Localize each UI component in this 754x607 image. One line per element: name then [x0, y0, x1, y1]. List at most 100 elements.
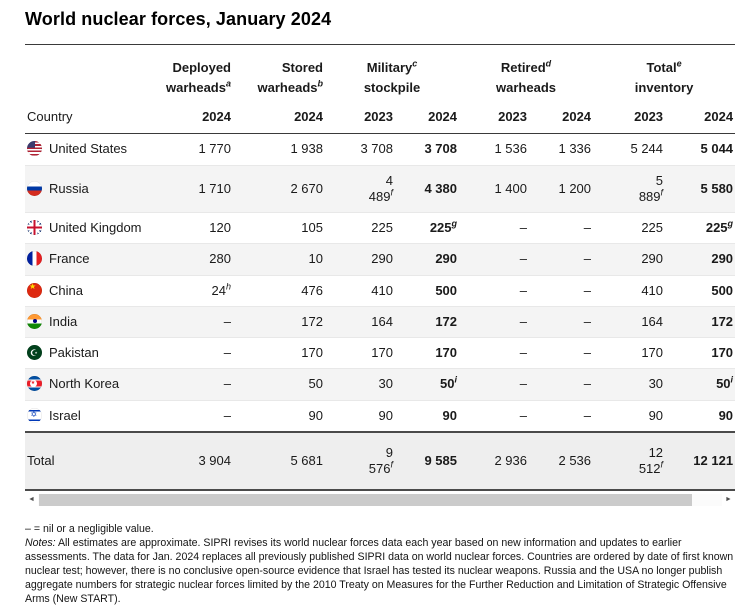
year-column-header: 2024: [202, 109, 231, 125]
scrollbar-thumb[interactable]: [39, 493, 693, 506]
value-cell: 4 489f: [368, 172, 393, 204]
scrollbar-track[interactable]: [38, 493, 722, 506]
column-group-header: Totale inventory: [634, 59, 694, 95]
value-cell: 90: [442, 407, 458, 423]
value-cell: –: [583, 251, 592, 267]
value-cell: 225: [641, 220, 664, 236]
country-name: Israel: [49, 407, 81, 423]
nuclear-forces-table-container: Deployed warheadsa Stored warheadsb Military…: [25, 44, 736, 507]
table-row: United States 1 770 1 938 3 708 3 708 1 536 1 …: [25, 134, 735, 165]
horizontal-scrollbar[interactable]: ◄ ►: [25, 492, 735, 507]
table-row: Russia 1 710 2 670 4 489f 4 380 1 400 1 200 5 889…: [25, 165, 736, 213]
flag-gb-icon: [27, 220, 42, 236]
corner-cell: [25, 45, 147, 97]
country-name: Pakistan: [49, 345, 99, 361]
value-cell: 5 889f: [638, 172, 664, 204]
flag-pk-icon: [27, 345, 42, 361]
scroll-left-arrow-icon[interactable]: ◄: [28, 496, 35, 504]
table-row: India – 172 164 172 – – 164 172: [25, 306, 736, 338]
value-cell: –: [583, 345, 592, 361]
value-cell: 3 708: [360, 141, 393, 157]
value-cell: 1 710: [198, 180, 231, 196]
country-cell: China: [25, 275, 147, 306]
value-cell: –: [519, 251, 528, 267]
value-cell: –: [519, 345, 528, 361]
value-cell: 225g: [705, 218, 734, 236]
value-cell: 164: [641, 313, 664, 329]
value-cell: 50: [308, 376, 323, 392]
country-name: China: [49, 282, 83, 298]
notes-text: All estimates are approximate. SIPRI rev…: [25, 537, 734, 606]
value-cell: 1 770: [198, 141, 231, 157]
value-cell: 1 200: [558, 180, 592, 196]
value-cell: 90: [648, 407, 664, 423]
flag-kp-icon: [27, 376, 42, 392]
table-row: United Kingdom 120 105 225 225g – – 225 225g: [25, 212, 736, 244]
total-value-cell: 9 585: [424, 453, 458, 469]
value-cell: –: [519, 313, 528, 329]
flag-il-icon: [27, 407, 42, 423]
year-column-header: 2024: [704, 109, 734, 125]
value-cell: –: [583, 282, 592, 298]
column-group-header: Stored warheadsb: [257, 60, 323, 95]
nil-note: – = nil or a negligible value.: [25, 523, 154, 536]
table-row: China 24h 476 410 500 – – 410 500: [25, 275, 736, 306]
scroll-right-arrow-icon[interactable]: ►: [725, 496, 732, 504]
country-column-header: Country: [27, 109, 73, 125]
value-cell: 172: [301, 313, 323, 329]
value-cell: 24h: [211, 281, 231, 298]
column-group-header: Retiredd warheads: [496, 59, 557, 95]
value-cell: –: [223, 313, 231, 329]
value-cell: –: [583, 313, 592, 329]
value-cell: 90: [718, 407, 734, 423]
country-name: Russia: [49, 180, 89, 196]
flag-fr-icon: [27, 251, 42, 267]
value-cell: 410: [641, 282, 664, 298]
value-cell: 170: [301, 345, 323, 361]
country-name: North Korea: [49, 376, 120, 392]
value-cell: 225g: [429, 218, 458, 236]
value-cell: –: [519, 407, 528, 423]
table-row: France 280 10 290 290 – – 290 290: [25, 243, 736, 276]
value-cell: –: [583, 376, 592, 392]
value-cell: 90: [378, 407, 393, 423]
value-cell: 500: [435, 282, 458, 298]
country-name: India: [49, 313, 78, 329]
value-cell: 290: [641, 251, 664, 267]
total-value-cell: 3 904: [198, 453, 231, 469]
value-cell: 280: [209, 251, 231, 267]
country-name: United Kingdom: [49, 220, 142, 236]
table-row: Israel – 90 90 90 – – 90 90: [25, 400, 736, 432]
flag-us-icon: [27, 141, 42, 157]
page-title: World nuclear forces, January 2024: [25, 9, 332, 29]
total-value-cell: 2 936: [494, 453, 528, 469]
value-cell: –: [223, 376, 231, 392]
value-cell: –: [583, 220, 592, 236]
country-cell: Russia: [25, 165, 147, 213]
year-column-header: 2024: [428, 109, 458, 125]
country-cell: India: [25, 306, 147, 337]
column-group-header: Deployed warheadsa: [166, 60, 231, 95]
value-cell: 225: [371, 220, 393, 236]
value-cell: 1 400: [494, 180, 528, 196]
year-column-header: 2023: [634, 109, 664, 125]
year-column-header: 2023: [364, 109, 393, 125]
year-column-header: 2024: [294, 109, 323, 125]
flag-in-icon: [27, 313, 42, 329]
value-cell: 5 244: [630, 141, 664, 157]
flag-ru-icon: [27, 180, 42, 196]
country-cell: North Korea: [25, 369, 147, 400]
value-cell: 500: [711, 282, 734, 298]
value-cell: 170: [641, 345, 664, 361]
total-value-cell: 9 576f: [368, 444, 393, 477]
value-cell: –: [519, 220, 528, 236]
value-cell: 90: [308, 407, 323, 423]
country-cell: United States: [25, 134, 147, 165]
value-cell: 290: [711, 251, 734, 267]
value-cell: 50i: [716, 375, 734, 392]
value-cell: 30: [378, 376, 393, 392]
value-cell: 105: [301, 220, 323, 236]
value-cell: 410: [371, 282, 393, 298]
value-cell: 4 380: [424, 180, 458, 196]
